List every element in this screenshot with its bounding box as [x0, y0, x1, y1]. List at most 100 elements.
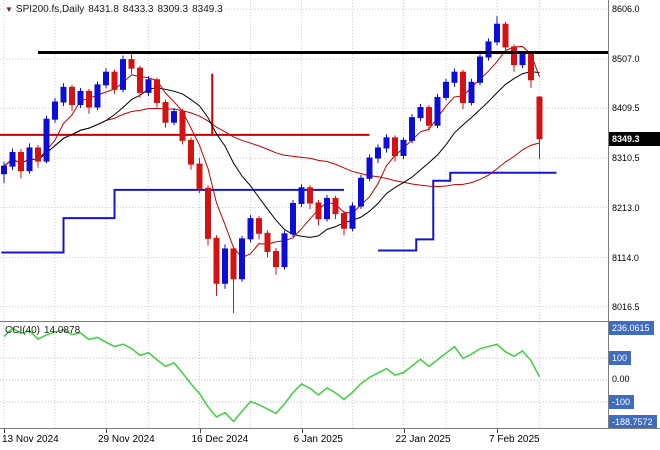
price-axis-label: 8606.0: [612, 4, 640, 15]
close-value: 8349.3: [192, 4, 223, 15]
symbol-direction-icon: ▼: [5, 5, 13, 14]
time-tick-mark: [403, 429, 405, 433]
cci-level-badge: -188.7572: [609, 414, 657, 429]
time-axis-label: 13 Nov 2024: [2, 434, 59, 445]
candle-body: [205, 187, 211, 239]
cci-level-badge: 100: [609, 351, 632, 365]
candle-body: [281, 233, 288, 268]
price-axis[interactable]: 8606.0 8507.0 8409.5 8310.5 8213.0 8114.0 8016…: [608, 0, 660, 429]
time-axis-label: 22 Jan 2025: [395, 434, 451, 445]
candle-body: [69, 86, 75, 106]
time-axis-label: 7 Feb 2025: [489, 434, 540, 445]
candle-body: [9, 151, 16, 167]
candle-body: [103, 71, 109, 86]
chart-title: ▼ SPI200.fs,Daily 8431.8 8433.3 8309.3 8349.3: [5, 4, 223, 15]
symbol-timeframe-label: SPI200.fs,Daily: [15, 4, 85, 15]
candle-body: [128, 59, 135, 69]
panel-separator: [0, 321, 660, 322]
cci-axis-label: 0.00: [612, 374, 630, 384]
candle-body: [120, 59, 126, 90]
candle-body: [230, 248, 237, 280]
candle-body: [451, 71, 458, 83]
candle-body: [264, 232, 271, 252]
time-axis-label: 6 Jan 2025: [293, 434, 344, 445]
time-axis[interactable]: 13 Nov 2024 29 Nov 2024 16 Dec 2024 6 Jan 2…: [0, 428, 660, 450]
time-tick-mark: [4, 429, 5, 433]
main-chart-canvas[interactable]: [0, 0, 608, 322]
cci-indicator-label: CCI(40) 14.0878: [5, 325, 80, 336]
candle-body: [247, 218, 254, 240]
candle-body: [366, 157, 373, 179]
cci-line: [3, 327, 541, 423]
candle-body: [111, 71, 118, 90]
candle-body: [460, 71, 466, 103]
candle-body: [35, 147, 41, 162]
candle-body: [298, 187, 305, 204]
candles-layer: [1, 16, 543, 314]
candle-body: [468, 81, 475, 103]
open-value: 8431.8: [88, 4, 119, 15]
support-step-line: [1, 188, 344, 254]
candle-body: [213, 237, 220, 284]
price-axis-label: 8213.0: [612, 202, 640, 213]
candle-body: [18, 151, 24, 172]
candle-body: [528, 54, 534, 81]
time-tick-mark: [199, 429, 201, 433]
high-value: 8433.3: [122, 4, 154, 15]
candle-body: [477, 56, 483, 83]
candle-body: [77, 90, 84, 106]
time-tick-mark: [301, 429, 303, 433]
current-price-badge: 8349.3: [609, 131, 660, 146]
price-axis-label: 8114.0: [612, 252, 639, 263]
candle-body: [171, 111, 177, 123]
candle-body: [239, 238, 245, 280]
candle-body: [349, 205, 356, 229]
candle-body: [222, 248, 228, 284]
candle-body: [60, 86, 67, 103]
candle-body: [417, 107, 424, 119]
cci-level-badge: -100: [609, 395, 635, 409]
candle-body: [188, 139, 194, 165]
cci-panel-canvas[interactable]: [0, 322, 608, 428]
time-axis-label: 29 Nov 2024: [98, 434, 155, 445]
candle-body: [137, 67, 143, 93]
candle-body: [256, 218, 262, 234]
candle-body: [273, 250, 279, 268]
candle-body: [154, 79, 160, 103]
candle-body: [434, 96, 441, 126]
support-step-line: [378, 171, 557, 252]
price-axis-label: 8409.5: [612, 103, 640, 114]
candle-body: [332, 197, 339, 215]
price-axis-label: 8016.5: [612, 301, 640, 312]
candle-body: [26, 147, 33, 172]
candle-body: [162, 101, 169, 123]
low-value: 8309.3: [157, 4, 189, 15]
candle-body: [511, 46, 517, 66]
candle-body: [536, 96, 543, 140]
candle-body: [409, 117, 415, 141]
candle-body: [358, 177, 364, 207]
candle-body: [519, 54, 526, 66]
ma-fast-line: [3, 45, 540, 259]
candle-body: [52, 101, 58, 120]
candle-body: [86, 90, 92, 108]
candle-body: [341, 213, 347, 229]
time-tick-mark: [497, 429, 498, 433]
candle-body: [145, 79, 152, 93]
candle-body: [307, 187, 313, 204]
candle-body: [443, 81, 449, 98]
candle-body: [43, 118, 50, 162]
candle-body: [485, 41, 492, 58]
cci-current-value: 14.0878: [44, 325, 81, 336]
candle-body: [426, 107, 432, 126]
candle-body: [494, 23, 500, 43]
candle-body: [324, 197, 330, 220]
candle-body: [315, 202, 322, 220]
price-axis-label: 8310.5: [612, 153, 640, 164]
candle-body: [1, 165, 7, 175]
candle-body: [179, 111, 186, 141]
time-axis-label: 16 Dec 2024: [191, 434, 249, 445]
ma-slow-line: [3, 107, 540, 188]
cci-name: CCI(40): [5, 325, 41, 336]
candle-body: [196, 163, 203, 189]
